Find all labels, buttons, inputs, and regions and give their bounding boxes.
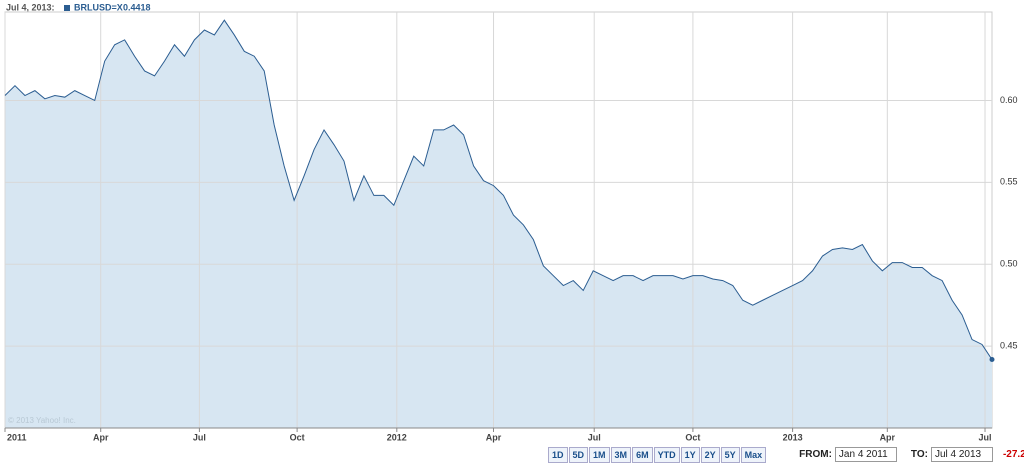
range-button[interactable]: YTD xyxy=(653,446,680,463)
range-button[interactable]: 5Y xyxy=(720,446,740,463)
x-tick-label: 2012 xyxy=(387,432,407,442)
x-tick-label: Jul xyxy=(979,432,992,442)
controls: 1D 5D 1M 3M 6M YTD 1Y 2Y 5Y Max FROM: Jan 4 2011 TO:… xyxy=(548,446,1024,463)
legend-swatch xyxy=(64,5,70,11)
range-button[interactable]: 1Y xyxy=(680,446,700,463)
x-tick-label: Oct xyxy=(290,432,305,442)
end-dot xyxy=(989,357,995,363)
range-button[interactable]: 1D xyxy=(548,446,568,463)
change: -27.25% xyxy=(1002,449,1024,460)
copyright: © 2013 Yahoo! Inc. xyxy=(8,416,76,425)
x-tick-label: Oct xyxy=(685,432,700,442)
x-tick-label: 2013 xyxy=(783,432,803,442)
from-input[interactable]: Jan 4 2011 xyxy=(834,447,897,462)
x-tick-label: Apr xyxy=(880,432,896,442)
y-tick-label: 0.45 xyxy=(1000,340,1018,350)
x-tick-label: 2011 xyxy=(7,432,27,442)
x-tick-label: Apr xyxy=(486,432,502,442)
x-tick-label: Apr xyxy=(93,432,109,442)
area xyxy=(5,20,992,429)
to-label: TO: xyxy=(910,449,928,460)
range-button[interactable]: 5D xyxy=(568,446,589,463)
date-label: Jul 4, 2013: xyxy=(6,2,55,12)
x-tick-label: Jul xyxy=(193,432,206,442)
chart: Jul 4, 2013: BRLUSD=X 0.4418 0.45 0.50 0.5… xyxy=(4,2,1018,442)
range-button[interactable]: Max xyxy=(740,446,767,463)
legend-value: 0.4418 xyxy=(123,2,151,12)
y-tick-label: 0.50 xyxy=(1000,259,1018,269)
legend-name: BRLUSD=X xyxy=(74,2,123,12)
x-tick-label: Jul xyxy=(588,432,601,442)
y-tick-label: 0.55 xyxy=(1000,177,1018,187)
line xyxy=(4,19,993,360)
y-tick-label: 0.60 xyxy=(1000,95,1018,105)
range-button[interactable]: 2Y xyxy=(700,446,720,463)
range-button[interactable]: 6M xyxy=(632,446,653,463)
to-input[interactable]: Jul 4 2013 xyxy=(930,447,993,462)
from-label: FROM: xyxy=(799,449,832,460)
range-button[interactable]: 3M xyxy=(610,446,632,463)
range-button[interactable]: 1M xyxy=(589,446,610,463)
